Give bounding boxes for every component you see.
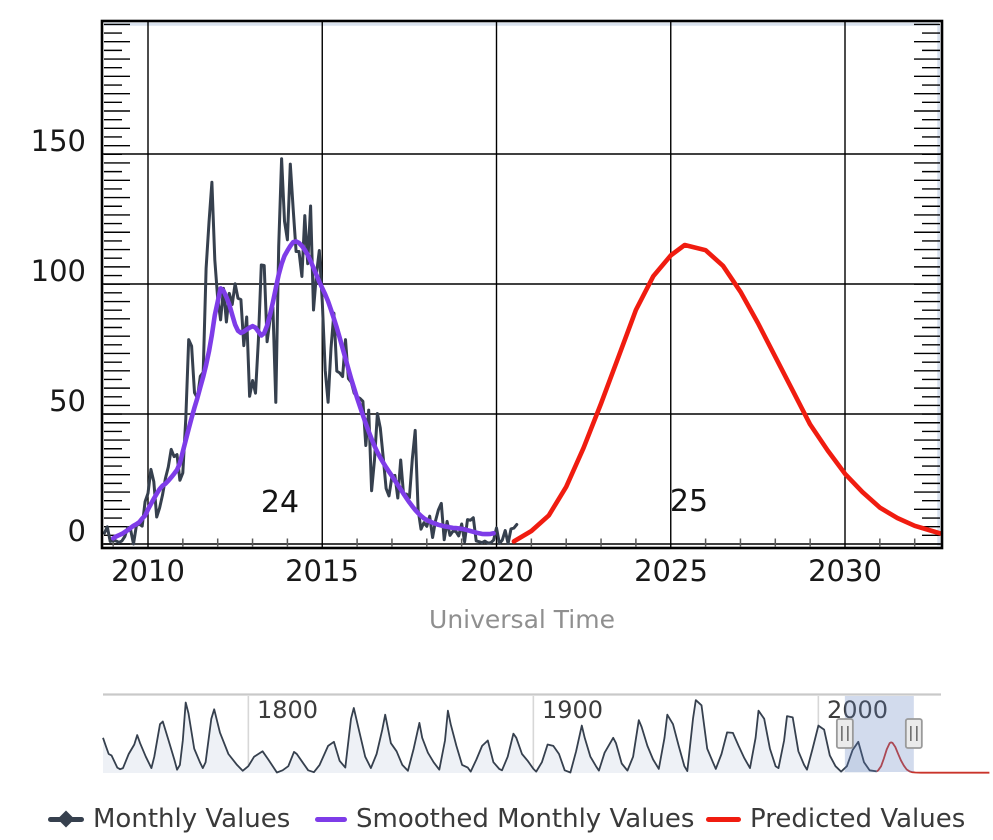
- line-swatch-icon: [315, 816, 347, 822]
- y-tick-label-0: 0: [68, 514, 86, 548]
- chart-canvas: 0 50 100 150 2010 2015 2020 2025 2030 24…: [31, 19, 990, 774]
- main-series: [102, 157, 944, 546]
- main-chart[interactable]: 0 50 100 150 2010 2015 2020 2025 2030 24…: [31, 19, 944, 634]
- navigator[interactable]: 1800 1900 2000: [102, 693, 990, 774]
- x-tick-label-2030: 2030: [808, 554, 882, 588]
- nav-series: [102, 699, 990, 774]
- nav-tick-label-1900: 1900: [542, 696, 603, 724]
- smoothed-values-swatch-icon: [315, 809, 347, 829]
- x-tick-label-2010: 2010: [111, 554, 185, 588]
- legend-label-monthly-values: Monthly Values: [93, 804, 291, 834]
- legend: Monthly Values Smoothed Monthly Values P…: [0, 799, 993, 840]
- main-grid: [103, 22, 941, 547]
- main-minor-ticks: [104, 23, 940, 547]
- y-tick-label-50: 50: [49, 384, 86, 418]
- x-tick-label-2015: 2015: [285, 554, 359, 588]
- nav-selection-layer[interactable]: [844, 696, 914, 772]
- main-border: [100, 19, 944, 550]
- y-tick-label-100: 100: [31, 254, 86, 288]
- predicted-values-swatch-icon: [706, 809, 741, 829]
- cycle-25-label: 25: [670, 484, 708, 519]
- legend-item-predicted-values[interactable]: Predicted Values: [706, 799, 965, 839]
- x-tick-label-2020: 2020: [460, 554, 534, 588]
- navigator-handle-right[interactable]: [904, 718, 923, 749]
- legend-label-predicted-values: Predicted Values: [750, 804, 966, 834]
- navigator-selection[interactable]: [844, 696, 914, 772]
- legend-label-smoothed-monthly-values: Smoothed Monthly Values: [356, 804, 695, 834]
- nav-tick-label-1800: 1800: [257, 696, 318, 724]
- monthly-values-swatch-icon: [48, 809, 84, 829]
- legend-item-monthly-values[interactable]: Monthly Values: [48, 799, 290, 839]
- line-swatch-icon: [706, 816, 741, 822]
- navigator-handle-left[interactable]: [835, 718, 854, 749]
- y-tick-label-150: 150: [31, 124, 86, 158]
- main-accent: [104, 22, 941, 546]
- diamond-marker-icon: [57, 810, 75, 828]
- cycle-24-label: 24: [261, 485, 299, 520]
- legend-item-smoothed-monthly-values[interactable]: Smoothed Monthly Values: [315, 799, 694, 839]
- nav-handles[interactable]: [835, 718, 923, 749]
- x-tick-label-2025: 2025: [634, 554, 708, 588]
- x-axis-title: Universal Time: [429, 605, 615, 634]
